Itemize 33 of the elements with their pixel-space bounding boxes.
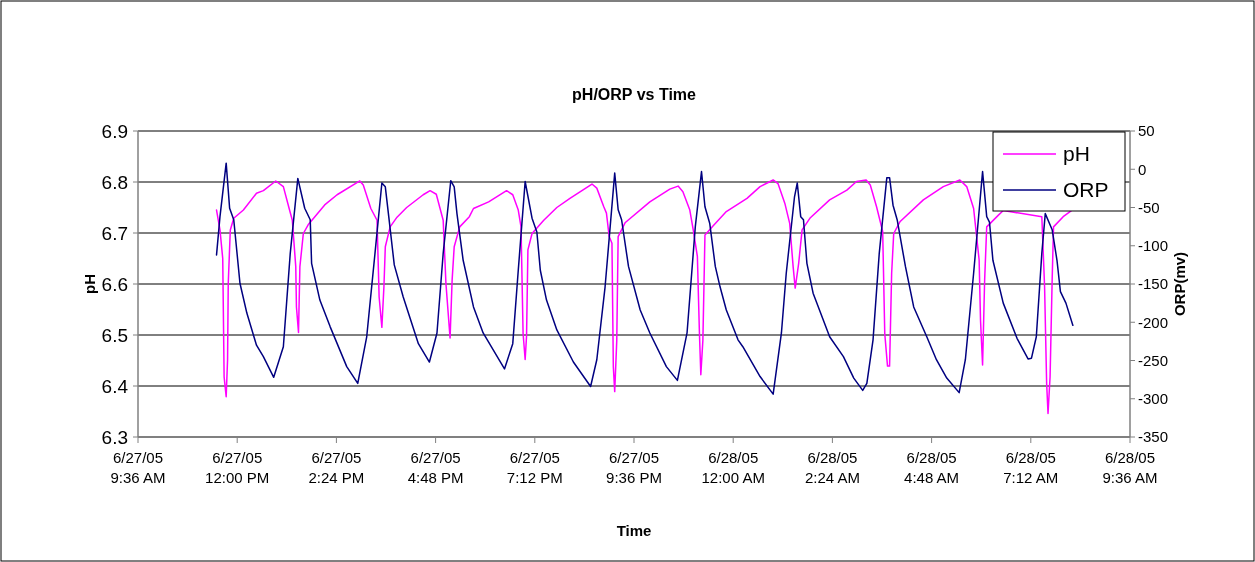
x-tick-label: 6/28/05 4:48 AM xyxy=(904,449,960,486)
x-tick-label: 6/28/05 12:00 AM xyxy=(701,449,765,486)
x-tick-label: 6/27/05 2:24 PM xyxy=(308,449,365,486)
legend-label: pH xyxy=(1063,142,1090,166)
x-tick-label: 6/27/05 9:36 PM xyxy=(606,449,662,486)
y-tick-label: 6.4 xyxy=(101,375,129,397)
y2-tick-label: -200 xyxy=(1138,313,1169,331)
y2-axis-title: ORP(mv) xyxy=(1171,251,1188,317)
x-tick-label: 6/28/05 2:24 AM xyxy=(804,449,860,486)
y-tick-label: 6.5 xyxy=(101,324,128,346)
y2-tick-label: -300 xyxy=(1138,390,1169,407)
x-tick-label: 6/28/05 9:36 AM xyxy=(1102,449,1158,486)
y2-tick-label: 0 xyxy=(1138,160,1147,178)
x-tick-label: 6/28/05 7:12 AM xyxy=(1003,449,1059,486)
y-tick-label: 6.6 xyxy=(101,273,128,295)
y2-tick-label: -150 xyxy=(1138,275,1169,293)
y2-tick-label: -350 xyxy=(1138,428,1169,446)
y2-tick-label: -250 xyxy=(1138,351,1169,369)
y2-tick-label: -100 xyxy=(1138,237,1169,254)
x-tick-label: 6/27/05 4:48 PM xyxy=(407,449,464,486)
y-tick-label: 6.3 xyxy=(101,426,128,448)
x-axis-title: Time xyxy=(616,522,652,539)
legend-label: ORP xyxy=(1063,178,1109,202)
y-tick-label: 6.7 xyxy=(101,222,128,244)
y-axis-title: pH xyxy=(81,274,98,294)
x-tick-label: 6/27/05 9:36 AM xyxy=(110,449,166,486)
x-tick-label: 6/27/05 7:12 PM xyxy=(506,449,563,486)
chart-title: pH/ORP vs Time xyxy=(572,86,697,103)
x-tick-label: 6/27/05 12:00 PM xyxy=(205,449,270,486)
y2-tick-label: 50 xyxy=(1138,122,1155,140)
y-tick-label: 6.8 xyxy=(101,171,128,193)
y-tick-label: 6.9 xyxy=(101,120,128,142)
y2-tick-label: -50 xyxy=(1138,198,1160,216)
